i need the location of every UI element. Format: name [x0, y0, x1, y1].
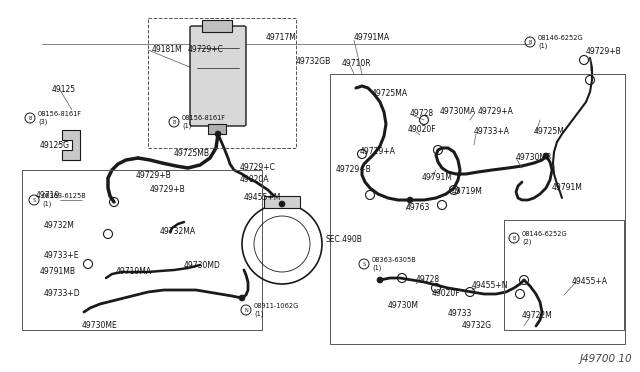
Text: 49725M: 49725M [534, 126, 565, 135]
Text: 49763: 49763 [406, 202, 430, 212]
Text: 49125: 49125 [52, 86, 76, 94]
Text: 49730M: 49730M [388, 301, 419, 310]
Text: 49710R: 49710R [342, 58, 372, 67]
Text: 49791M: 49791M [422, 173, 453, 182]
Text: 08911-1062G
(1): 08911-1062G (1) [254, 303, 300, 317]
Text: 49728: 49728 [416, 276, 440, 285]
Text: 49791MA: 49791MA [354, 33, 390, 42]
Text: 49020F: 49020F [432, 289, 461, 298]
Text: 49730MD: 49730MD [184, 262, 221, 270]
Polygon shape [62, 130, 80, 160]
Text: 08363-6125B
(1): 08363-6125B (1) [42, 193, 87, 207]
Bar [148, 18, 296, 148]
Text: B: B [172, 119, 176, 125]
Text: 49732G: 49732G [462, 321, 492, 330]
Text: 49725MB: 49725MB [174, 150, 210, 158]
Text: 49732GB: 49732GB [296, 58, 332, 67]
Text: 49729+B: 49729+B [336, 166, 372, 174]
Text: 49719M: 49719M [452, 186, 483, 196]
Text: 08363-6305B
(1): 08363-6305B (1) [372, 257, 417, 271]
Bar [208, 124, 226, 134]
Text: 49729+B: 49729+B [136, 170, 172, 180]
Bar [264, 196, 300, 208]
Text: 49730MB: 49730MB [516, 153, 552, 161]
Text: B: B [28, 115, 32, 121]
Text: 49732M: 49732M [44, 221, 75, 231]
Text: 49730MA: 49730MA [440, 108, 476, 116]
FancyBboxPatch shape [190, 26, 246, 126]
Text: 49455+N: 49455+N [472, 282, 509, 291]
Text: 49719MA: 49719MA [116, 267, 152, 276]
Text: 49455+M: 49455+M [244, 193, 282, 202]
Text: B: B [512, 235, 516, 241]
Bar [22, 170, 262, 330]
Circle shape [239, 295, 245, 301]
Circle shape [215, 131, 221, 137]
Circle shape [279, 201, 285, 207]
Text: 49733+E: 49733+E [44, 251, 79, 260]
Text: 08156-8161F
(3): 08156-8161F (3) [38, 111, 82, 125]
Text: 49719: 49719 [36, 190, 60, 199]
Circle shape [407, 197, 413, 203]
Text: 49791M: 49791M [552, 183, 583, 192]
Text: 49728: 49728 [410, 109, 434, 119]
Bar [202, 20, 232, 32]
Circle shape [377, 277, 383, 283]
Text: S: S [33, 198, 36, 202]
Text: 49733+A: 49733+A [474, 128, 510, 137]
Text: 49733: 49733 [448, 308, 472, 317]
Text: 49730ME: 49730ME [82, 321, 118, 330]
Text: 08156-8161F
(1): 08156-8161F (1) [182, 115, 226, 129]
Text: 49791MB: 49791MB [40, 267, 76, 276]
Text: 49125G: 49125G [40, 141, 70, 150]
Text: 49020F: 49020F [408, 125, 436, 135]
Text: 49455+A: 49455+A [572, 276, 608, 285]
Text: 49717M: 49717M [266, 33, 297, 42]
Text: J49700 10: J49700 10 [579, 354, 632, 364]
Text: 08146-6252G
(1): 08146-6252G (1) [538, 35, 584, 49]
Text: 08146-6252G
(2): 08146-6252G (2) [522, 231, 568, 245]
Text: N: N [244, 308, 248, 312]
Bar [504, 220, 624, 330]
Text: SEC.490B: SEC.490B [326, 235, 363, 244]
Text: 49733+D: 49733+D [44, 289, 81, 298]
Text: 49729+C: 49729+C [188, 45, 224, 55]
Text: 49729+B: 49729+B [586, 48, 621, 57]
Text: 49722M: 49722M [522, 311, 553, 320]
Circle shape [543, 153, 549, 159]
Text: 49181M: 49181M [152, 45, 182, 55]
Text: 49732MA: 49732MA [160, 228, 196, 237]
Text: 49729+A: 49729+A [478, 108, 514, 116]
Text: 49725MA: 49725MA [372, 90, 408, 99]
Text: 49729+B: 49729+B [150, 186, 186, 195]
Bar [330, 74, 625, 344]
Text: 49729+C: 49729+C [240, 163, 276, 171]
Text: 49729+A: 49729+A [360, 148, 396, 157]
Text: 49020A: 49020A [240, 174, 269, 183]
Text: B: B [528, 39, 532, 45]
Text: S: S [362, 262, 365, 266]
